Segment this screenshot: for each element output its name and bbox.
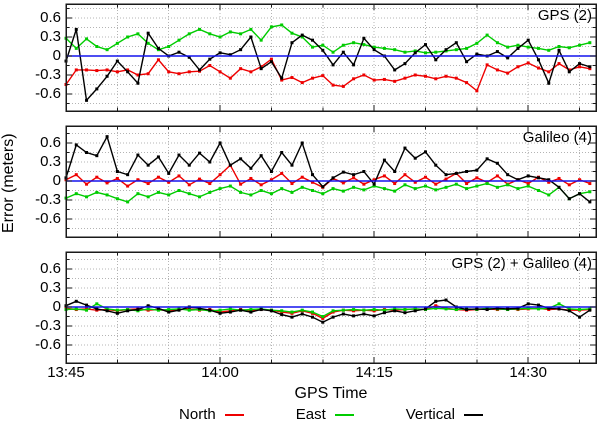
y-tick-label: -0.6 — [35, 335, 61, 353]
legend-line-sample-vertical — [463, 413, 483, 416]
legend-item-north: North — [179, 406, 244, 423]
series-east — [65, 182, 590, 203]
series-vertical — [65, 134, 591, 203]
y-tick-label: -0.3 — [35, 65, 61, 83]
panel-title-galileo: Galileo (4) — [522, 129, 592, 146]
panel-title-gps: GPS (2) — [537, 7, 592, 24]
y-tick-label: 0.3 — [40, 28, 61, 45]
panel-title-combined: GPS (2) + Galileo (4) — [451, 255, 592, 272]
y-tick-label: 0 — [52, 172, 61, 189]
y-tick-label: 0 — [52, 47, 61, 64]
legend-label: North — [179, 406, 216, 423]
series-north — [65, 58, 590, 92]
legend-item-vertical: Vertical — [406, 406, 483, 423]
panel-0 — [64, 3, 597, 112]
legend: North East Vertical — [66, 406, 596, 423]
series-vertical — [65, 29, 591, 102]
x-tick-label: 13:45 — [47, 364, 85, 381]
x-tick-label: 14:30 — [509, 364, 547, 381]
legend-line-sample-east — [334, 413, 354, 416]
y-tick-label: -0.3 — [35, 316, 61, 334]
y-tick-label: 0.6 — [40, 260, 61, 277]
y-tick-label: 0.3 — [40, 279, 61, 296]
y-tick-label: -0.6 — [35, 209, 61, 227]
y-axis-label: Error (meters) — [0, 133, 17, 233]
x-axis-label: GPS Time — [294, 385, 368, 402]
panel-2 — [64, 251, 597, 364]
legend-line-sample-north — [224, 413, 244, 416]
legend-item-east: East — [296, 406, 354, 423]
legend-label: East — [295, 406, 326, 423]
y-tick-label: -0.3 — [35, 190, 61, 208]
y-tick-label: 0 — [52, 298, 61, 315]
y-tick-label: -0.6 — [35, 84, 61, 102]
y-tick-label: 0.3 — [40, 153, 61, 170]
x-tick-label: 14:15 — [355, 364, 393, 381]
panel-1 — [64, 125, 597, 238]
y-tick-label: 0.6 — [40, 9, 61, 26]
series-vertical — [65, 299, 591, 323]
x-tick-label: 14:00 — [201, 364, 239, 381]
legend-label: Vertical — [405, 406, 455, 423]
y-tick-label: 0.6 — [40, 134, 61, 151]
series-east — [65, 24, 590, 54]
